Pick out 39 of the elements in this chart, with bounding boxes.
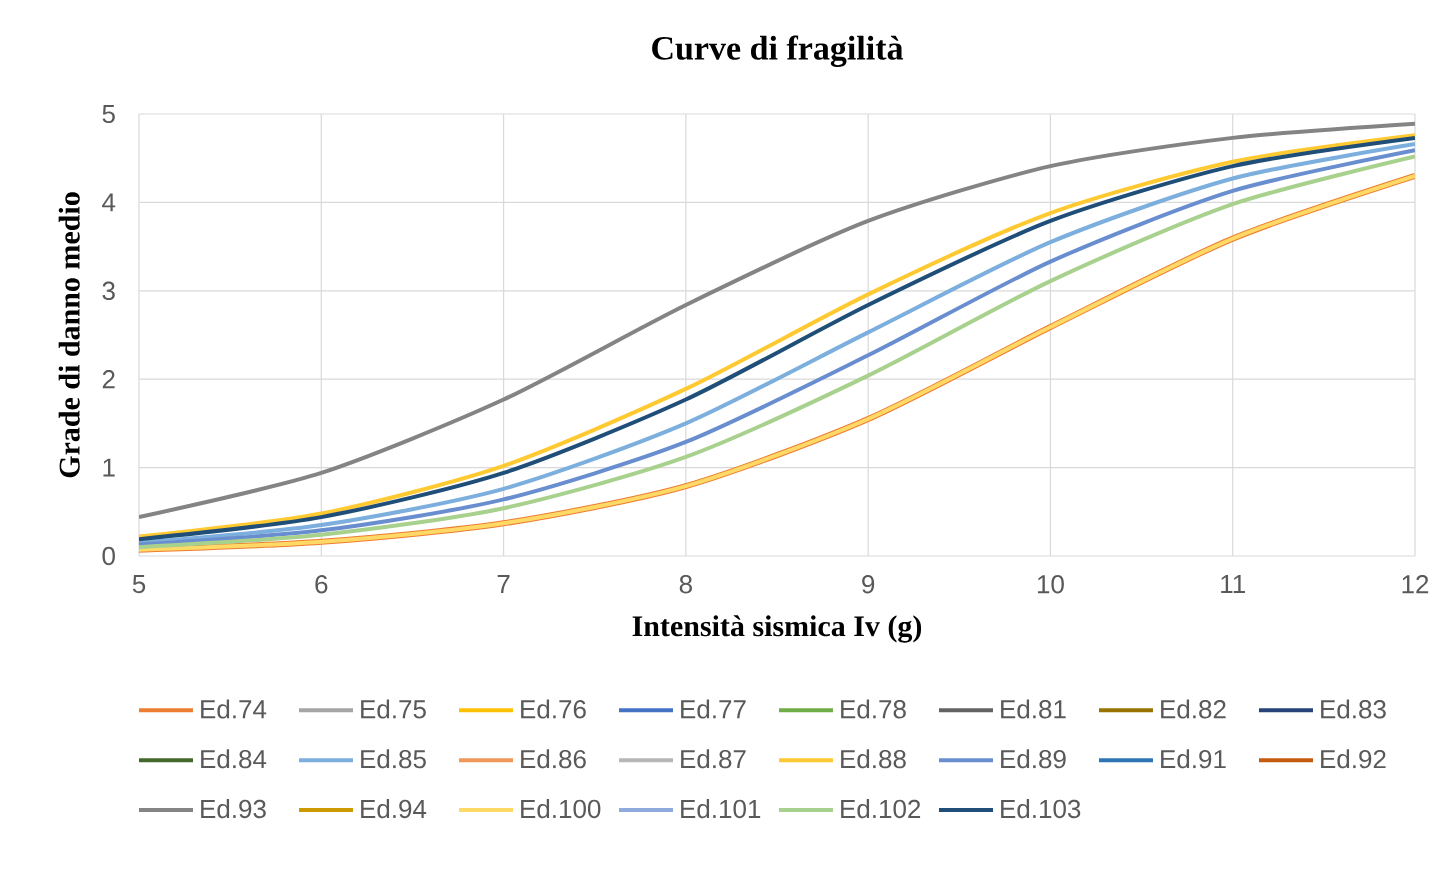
legend-label: Ed.102 xyxy=(841,799,921,819)
x-tick-label: 12 xyxy=(1402,575,1429,594)
legend-label: Ed.100 xyxy=(521,799,601,819)
x-tick-label: 8 xyxy=(679,575,692,594)
legend-label: Ed.93 xyxy=(201,799,266,819)
y-tick-label: 1 xyxy=(103,458,115,477)
legend-label: Ed.88 xyxy=(841,749,906,769)
legend-label: Ed.83 xyxy=(1321,699,1386,719)
legend-label: Ed.101 xyxy=(681,799,761,819)
y-tick-label: 3 xyxy=(102,281,115,300)
legend-label: Ed.86 xyxy=(521,749,586,769)
x-tick-label: 10 xyxy=(1037,575,1064,594)
legend-label: Ed.76 xyxy=(521,699,586,719)
legend-label: Ed.103 xyxy=(1001,799,1081,819)
legend-label: Ed.78 xyxy=(841,699,906,719)
x-tick-label: 9 xyxy=(862,575,875,594)
legend-label: Ed.81 xyxy=(1001,699,1066,719)
y-tick-label: 4 xyxy=(102,193,116,212)
y-axis-title: Grade di danno medio xyxy=(58,192,80,478)
x-axis-title: Intensità sismica Iv (g) xyxy=(632,615,922,643)
legend-label: Ed.74 xyxy=(201,699,267,719)
legend-label: Ed.75 xyxy=(361,699,426,719)
legend-label: Ed.91 xyxy=(1161,749,1226,769)
legend-label: Ed.89 xyxy=(1001,749,1066,769)
x-tick-label: 6 xyxy=(315,575,328,594)
x-tick-label: 5 xyxy=(132,575,146,594)
legend-label: Ed.92 xyxy=(1321,749,1386,769)
chart-title: Curve di fragilità xyxy=(652,35,904,67)
y-tick-label: 2 xyxy=(102,370,115,389)
legend-label: Ed.85 xyxy=(361,749,426,769)
legend-label: Ed.84 xyxy=(201,749,267,769)
x-tick-label: 7 xyxy=(497,575,510,593)
y-tick-label: 0 xyxy=(102,546,115,566)
legend-label: Ed.77 xyxy=(681,699,746,719)
y-tick-label: 5 xyxy=(102,104,115,124)
legend-label: Ed.82 xyxy=(1161,699,1226,719)
legend-label: Ed.94 xyxy=(361,799,427,819)
legend-label: Ed.87 xyxy=(681,749,746,769)
x-tick-label: 11 xyxy=(1221,575,1245,593)
